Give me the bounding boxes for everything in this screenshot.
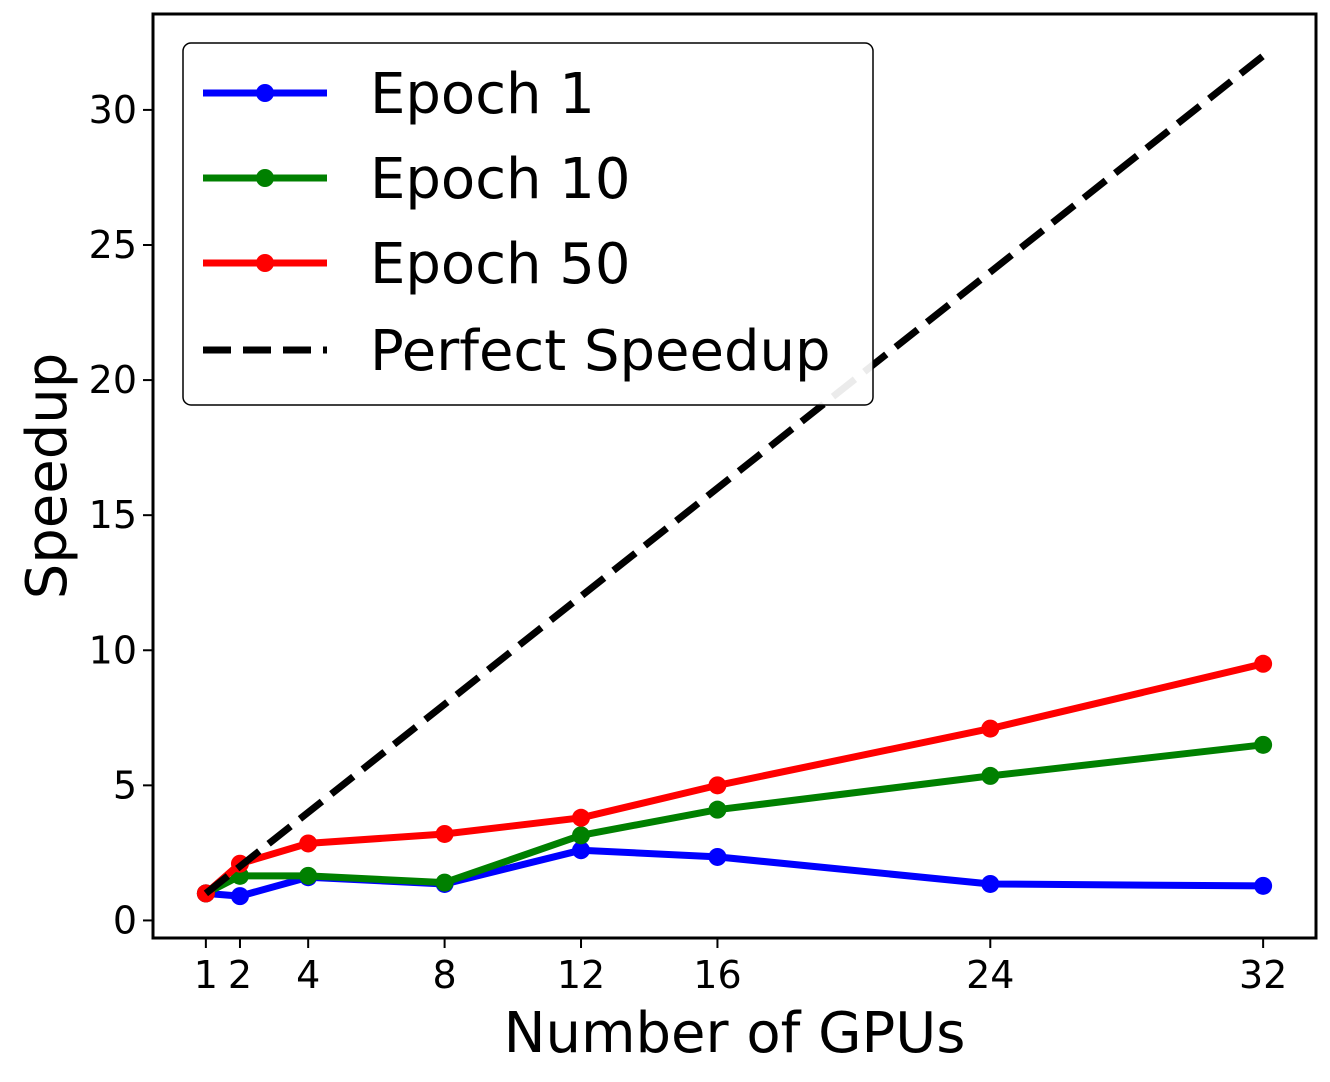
legend-item-epoch-1: Epoch 1 [203,62,595,127]
data-point-epoch-50-16 [708,776,727,795]
legend: Epoch 1 Epoch 10 Epoch 50 Perfect Speedu… [182,42,874,406]
legend-marker-epoch-1 [256,84,274,102]
plot-frame [151,12,1318,940]
legend-item-epoch-10: Epoch 10 [203,147,631,212]
series-line-perfect-speedup [203,53,1266,897]
legend-label-epoch-50: Epoch 50 [370,232,631,297]
data-point-epoch-10-4 [299,866,318,885]
legend-item-perfect-speedup: Perfect Speedup [203,319,831,384]
data-point-epoch-50-32 [1254,654,1273,673]
data-point-epoch-10-8 [435,873,454,892]
y-tick-label-0: 0 [113,898,137,942]
x-tick-label-8: 8 [433,953,457,997]
x-tick-label-12: 12 [557,953,605,997]
legend-label-epoch-10: Epoch 10 [370,147,631,212]
data-point-epoch-50-12 [572,808,591,827]
data-point-epoch-50-4 [299,834,318,853]
series-line-epoch-10 [204,741,1264,897]
x-tick-label-2: 2 [228,953,252,997]
x-tick-label-1: 1 [194,953,218,997]
x-tick-label-4: 4 [296,953,320,997]
data-point-epoch-10-24 [981,766,1000,785]
legend-label-epoch-1: Epoch 1 [370,62,595,127]
y-axis-label: Speedup [15,353,80,600]
data-point-epoch-50-8 [435,824,454,843]
legend-box [182,42,874,406]
y-tick-label-20: 20 [89,358,137,402]
y-tick-label-10: 10 [89,628,137,672]
series-line-epoch-1 [205,846,1264,900]
legend-marker-epoch-50 [256,254,274,272]
legend-label-perfect-speedup: Perfect Speedup [370,319,831,384]
x-tick-label-24: 24 [966,953,1014,997]
data-point-epoch-10-12 [572,826,591,845]
data-point-epoch-10-32 [1254,735,1273,754]
data-point-epoch-1-12 [572,841,591,860]
data-point-epoch-1-32 [1254,876,1273,895]
legend-item-epoch-50: Epoch 50 [203,232,631,297]
y-tick-label-5: 5 [113,763,137,807]
data-point-epoch-1-24 [981,874,1000,893]
y-tick-label-15: 15 [89,493,137,537]
y-tick-label-30: 30 [89,88,137,132]
y-tick-label-25: 25 [89,223,137,267]
x-tick-label-16: 16 [693,953,741,997]
legend-marker-epoch-10 [256,169,274,187]
series-layer [196,53,1273,906]
x-axis-label: Number of GPUs [504,1001,966,1066]
data-point-epoch-1-16 [708,847,727,866]
x-tick-label-32: 32 [1239,953,1287,997]
data-point-epoch-50-24 [981,719,1000,738]
data-point-epoch-10-16 [708,800,727,819]
data-point-epoch-1-2 [230,887,249,906]
